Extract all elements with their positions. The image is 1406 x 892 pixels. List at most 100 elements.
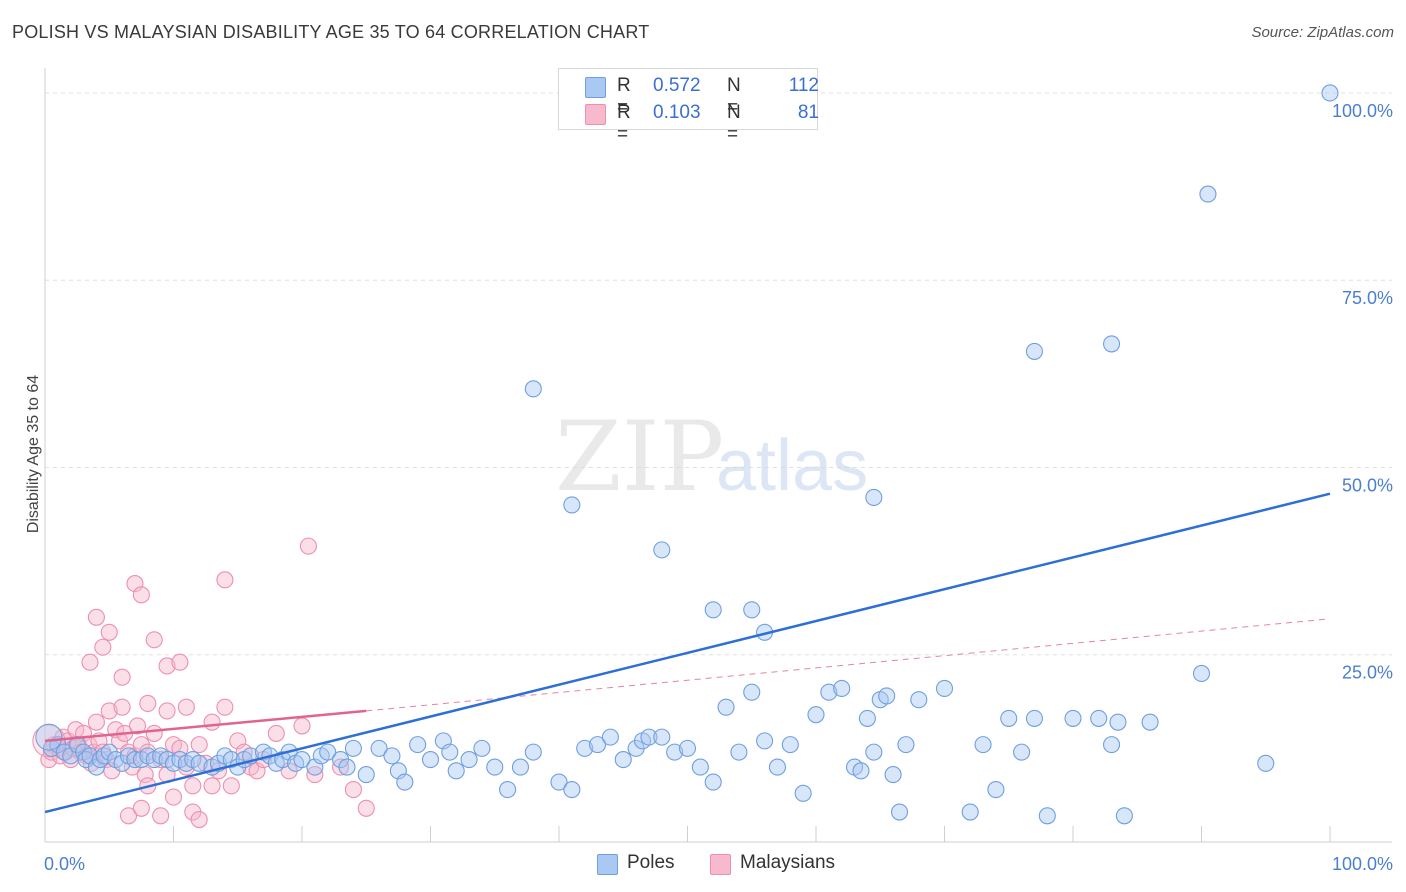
malaysians-point <box>132 586 150 604</box>
poles-point <box>344 739 362 757</box>
malaysians-point <box>184 777 202 795</box>
poles-r-value: 0.572 <box>653 75 701 96</box>
malaysians-n-label: N = <box>727 102 741 145</box>
malaysians-r-label: R = <box>617 102 631 145</box>
poles-point <box>1321 84 1339 102</box>
poles-point <box>473 739 491 757</box>
tick-labels: 25.0% 50.0% 75.0% 100.0% 0.0% 100.0% <box>44 101 1393 874</box>
malaysians-point <box>158 702 176 720</box>
poles-legend-swatch <box>597 854 618 875</box>
poles-point <box>370 739 388 757</box>
malaysians-point <box>132 799 150 817</box>
poles-point <box>756 732 774 750</box>
poles-swatch <box>585 77 606 98</box>
poles-trend-line <box>44 492 1331 814</box>
poles-point <box>653 728 671 746</box>
malaysians-point <box>145 724 163 742</box>
malaysians-point <box>357 799 375 817</box>
poles-point <box>890 803 909 821</box>
poles-legend-label: Poles <box>627 852 675 873</box>
poles-point <box>910 691 928 709</box>
poles-point <box>588 736 607 754</box>
chart-title: POLISH VS MALAYSIAN DISABILITY AGE 35 TO… <box>12 22 650 42</box>
watermark: ZIP atlas <box>555 401 868 513</box>
poles-point <box>1103 335 1121 353</box>
malaysians-r-value: 0.103 <box>653 102 701 123</box>
poles-point <box>743 683 761 701</box>
watermark-zip: ZIP <box>555 401 724 513</box>
poles-point <box>974 736 992 754</box>
poles-point <box>1038 807 1056 825</box>
poles-point <box>1109 713 1127 731</box>
poles-point <box>717 698 735 716</box>
malaysians-point <box>177 698 195 716</box>
malaysians-point <box>344 781 362 799</box>
malaysians-legend-label: Malaysians <box>740 852 836 873</box>
poles-point <box>781 736 799 754</box>
poles-point <box>319 743 337 761</box>
malaysians-point <box>94 638 112 656</box>
poles-point <box>1103 736 1121 754</box>
poles-point <box>858 709 876 727</box>
malaysians-point <box>299 537 317 555</box>
poles-point <box>421 751 440 769</box>
malaysians-point <box>158 657 176 675</box>
poles-point <box>601 728 619 746</box>
poles-point <box>935 679 954 698</box>
poles-point <box>357 766 375 784</box>
y-tick-label: 25.0% <box>1342 663 1393 683</box>
poles-point <box>338 758 356 776</box>
poles-point <box>1013 743 1031 761</box>
poles-point <box>852 762 870 780</box>
malaysians-point <box>87 713 105 731</box>
poles-point <box>678 739 697 757</box>
poles-point <box>1257 754 1275 772</box>
poles-point <box>460 751 478 769</box>
poles-point <box>768 758 787 776</box>
poles-point <box>126 751 144 769</box>
poles-point <box>987 781 1005 799</box>
poles-point <box>833 679 851 698</box>
poles-n-value: 112 <box>788 75 819 96</box>
poles-point <box>550 773 568 791</box>
poles-point <box>865 488 883 507</box>
poles-point <box>1115 807 1133 825</box>
malaysians-point <box>164 788 183 806</box>
malaysians-point <box>171 653 189 671</box>
poles-point <box>524 380 542 398</box>
poles-point <box>409 736 427 754</box>
poles-n-label: N = <box>727 75 741 118</box>
poles-point <box>961 803 979 821</box>
malaysians-point <box>267 724 285 742</box>
poles-point <box>884 766 902 784</box>
poles-point <box>653 541 671 559</box>
malaysians-point <box>293 717 311 735</box>
malaysians-trend-line <box>44 709 367 743</box>
malaysians-point <box>128 717 147 735</box>
poles-point <box>563 781 581 799</box>
malaysians-legend-swatch <box>710 854 731 875</box>
poles-point <box>447 762 465 780</box>
poles-point <box>897 736 915 754</box>
poles-point <box>441 743 459 761</box>
poles-point <box>190 754 208 772</box>
malaysians-point <box>190 736 208 754</box>
malaysians-point <box>216 698 234 716</box>
poles-point <box>383 747 401 765</box>
malaysians-point <box>203 777 221 795</box>
malaysians-point <box>222 777 240 795</box>
poles-point <box>640 728 658 746</box>
poles-point <box>486 758 504 776</box>
poles-point <box>807 706 825 724</box>
poles-point <box>1000 709 1018 727</box>
source-label: Source: ZipAtlas.com <box>1251 24 1394 41</box>
malaysians-point <box>87 608 105 626</box>
poles-point <box>499 781 517 799</box>
trend-lines <box>44 492 1331 814</box>
x-tick-label-min: 0.0% <box>44 854 85 874</box>
y-tick-label: 50.0% <box>1342 475 1393 495</box>
x-tick-label-max: 100.0% <box>1332 854 1393 874</box>
poles-point <box>576 739 594 757</box>
poles-point <box>865 743 883 761</box>
malaysians-point <box>139 694 157 712</box>
